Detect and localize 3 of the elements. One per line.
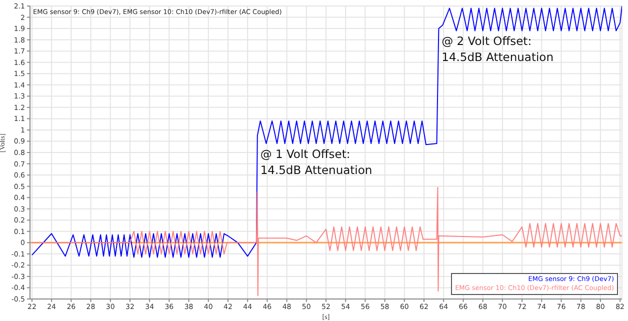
line-series [31,186,622,296]
annotation: @ 2 Volt Offset: 14.5dB Attenuation [442,33,554,66]
annotation: @ 1 Volt Offset: 14.5dB Attenuation [260,146,372,178]
